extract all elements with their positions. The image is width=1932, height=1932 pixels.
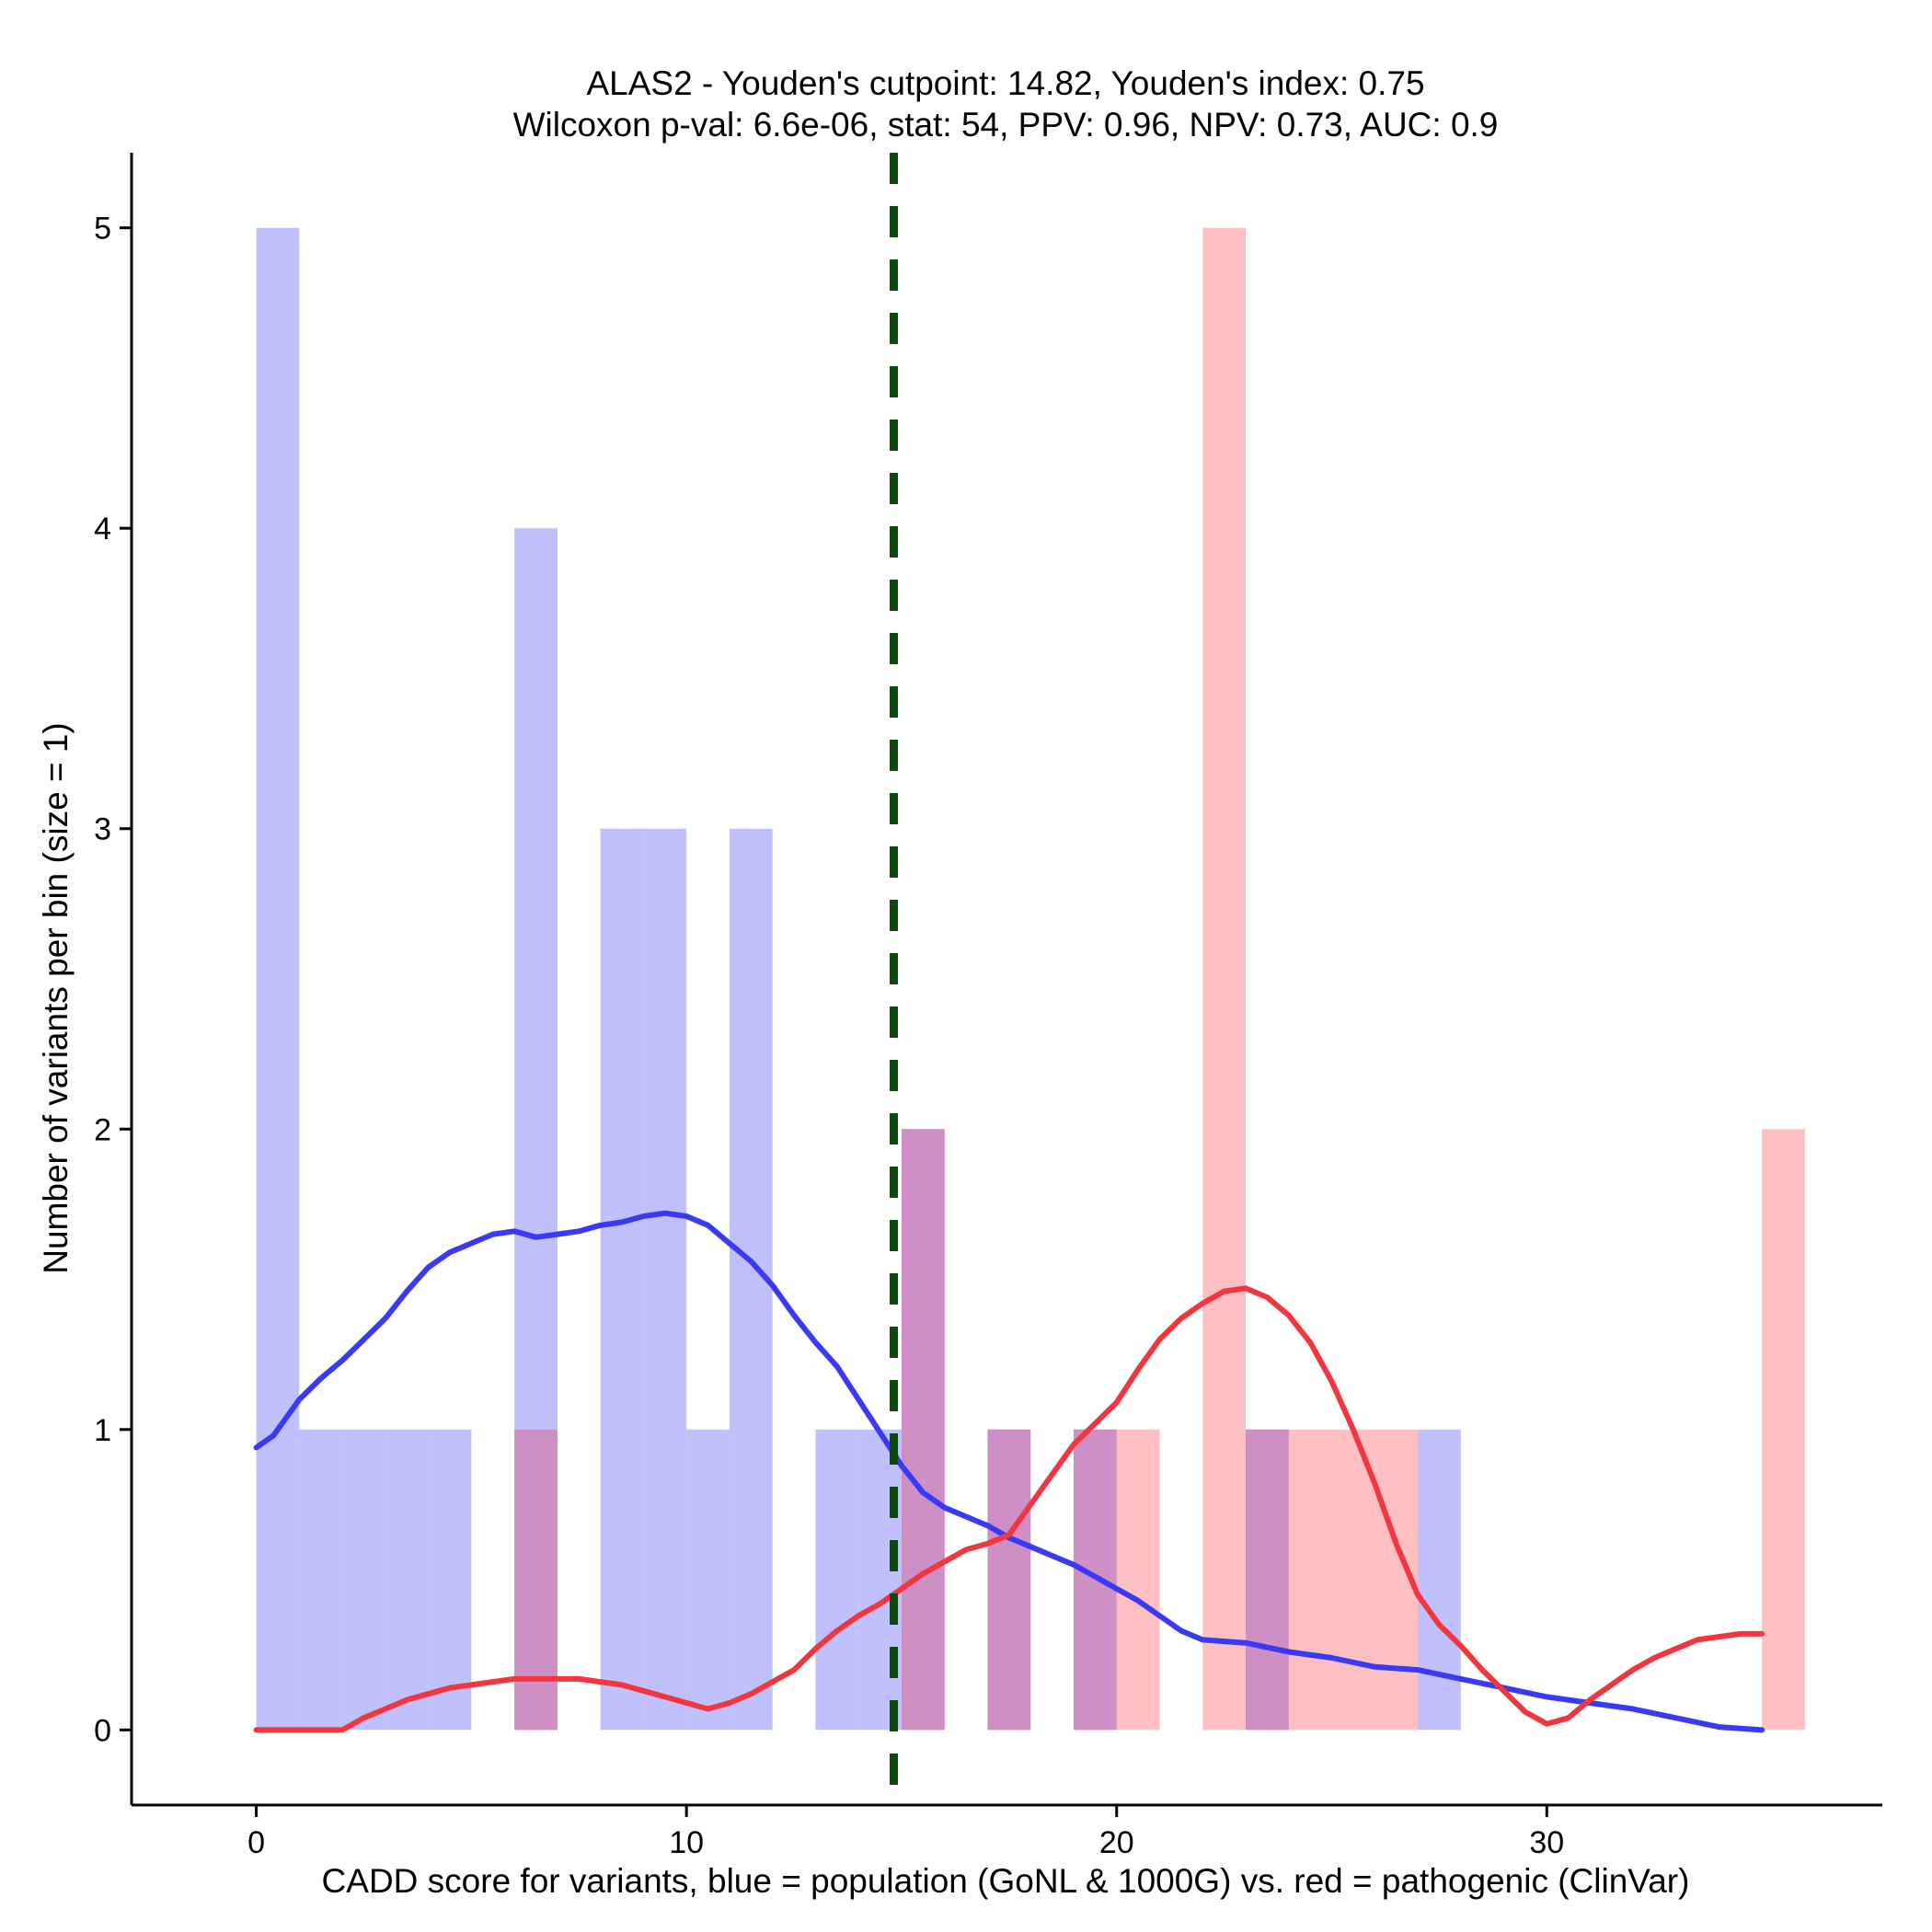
pathogenic-bar-22	[1202, 227, 1246, 1731]
population-bar-1	[299, 1429, 343, 1731]
population-bar-14	[858, 1429, 902, 1731]
population-bar-8	[600, 828, 644, 1731]
population-bar-9	[643, 828, 687, 1731]
pathogenic-bar-35	[1762, 1129, 1805, 1731]
population-bar-4	[428, 1429, 472, 1731]
x-axis-label: CADD score for variants, blue = populati…	[322, 1862, 1690, 1900]
overlap-bar-15	[901, 1129, 945, 1731]
x-tick-label-20: 20	[1099, 1825, 1134, 1860]
density-curves	[253, 1210, 1765, 1733]
population-density-line	[253, 1210, 1765, 1733]
y-tick-label-1: 1	[94, 1413, 111, 1448]
population-bar-2	[342, 1429, 385, 1731]
y-axis-label: Number of variants per bin (size = 1)	[37, 722, 75, 1273]
x-axis-ticks: 0 10 20 30	[247, 1805, 1564, 1860]
pathogenic-bar-20	[1116, 1429, 1160, 1731]
y-tick-label-2: 2	[94, 1112, 111, 1147]
x-tick-label-30: 30	[1529, 1825, 1564, 1860]
pathogenic-density-line	[253, 1285, 1765, 1733]
population-bar-27	[1418, 1429, 1461, 1731]
overlap-bar-17	[987, 1429, 1031, 1731]
population-bar-10	[686, 1429, 730, 1731]
overlap-bar-6	[514, 1429, 558, 1731]
pathogenic-bar-25	[1331, 1429, 1375, 1731]
y-tick-label-5: 5	[94, 212, 111, 247]
population-bar-13	[815, 1429, 859, 1731]
x-tick-label-0: 0	[247, 1825, 265, 1860]
chart-title-line-1: ALAS2 - Youden's cutpoint: 14.82, Youden…	[586, 64, 1424, 102]
chart-title-line-2: Wilcoxon p-val: 6.6e-06, stat: 54, PPV: …	[513, 106, 1499, 144]
pathogenic-bar-24	[1288, 1429, 1332, 1731]
population-bar-3	[385, 1429, 429, 1731]
overlap-bar-23	[1246, 1429, 1289, 1731]
population-bars	[256, 227, 1461, 1731]
y-axis-ticks: 0 1 2 3 4 5	[94, 212, 132, 1748]
y-tick-label-4: 4	[94, 512, 111, 546]
x-tick-label-10: 10	[669, 1825, 704, 1860]
y-tick-label-0: 0	[94, 1713, 111, 1748]
population-bar-0	[256, 227, 300, 1731]
y-tick-label-3: 3	[94, 812, 111, 847]
